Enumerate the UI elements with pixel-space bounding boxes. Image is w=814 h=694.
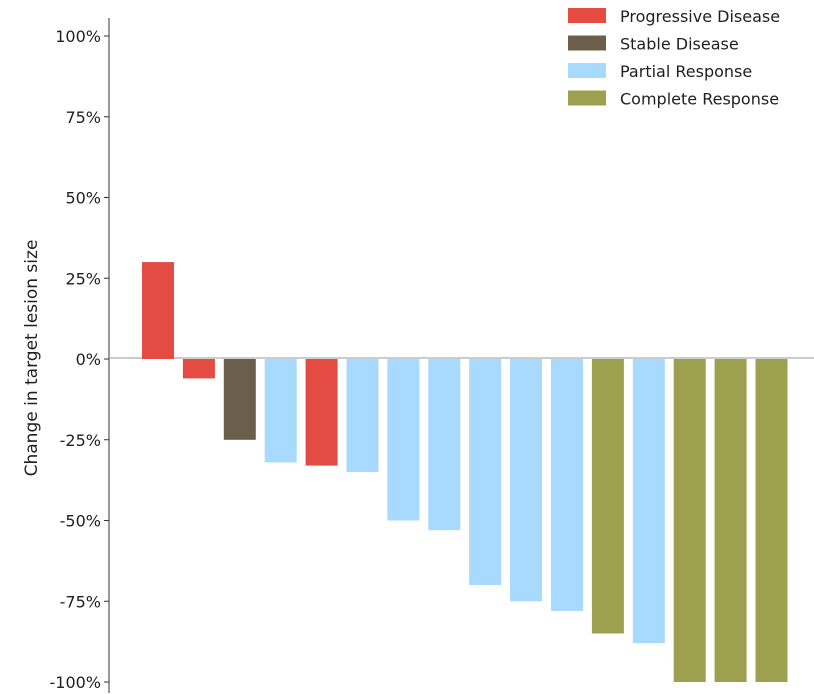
legend-swatch [568,90,606,106]
bars-group [142,262,788,682]
legend-label: Progressive Disease [620,7,780,26]
y-axis: 100% 75% 50% 25% 0% -25% -50% -75% -100% [49,18,110,693]
legend-swatch [568,8,606,23]
y-tick-label: 50% [65,189,101,208]
legend-swatch [568,35,606,51]
bar [551,359,583,611]
legend: Progressive Disease Stable Disease Partial… [568,7,780,109]
bar [305,359,338,466]
y-tick-label: 25% [65,269,101,288]
legend-label: Complete Response [620,90,779,109]
bar [264,359,297,463]
y-tick-label: 0% [76,350,101,369]
y-tick-label: 100% [55,27,101,46]
bar [428,359,461,531]
y-tick-label: 75% [65,108,101,127]
y-ticks: 100% 75% 50% 25% 0% -25% -50% -75% -100% [49,27,109,692]
bar [673,359,706,682]
legend-swatch [568,63,606,78]
bar [182,359,215,379]
bar [755,359,788,682]
bar [510,359,543,602]
y-tick-label: -25% [60,431,101,450]
legend-label: Stable Disease [620,35,739,54]
bar [142,262,174,359]
bar [591,359,624,634]
y-axis-title: Change in target lesion size [22,240,42,477]
bar [223,359,256,440]
bar [632,359,665,644]
y-tick-label: -50% [60,512,101,531]
y-tick-label: -100% [49,673,101,692]
bar [346,359,379,473]
y-tick-label: -75% [60,592,101,611]
legend-label: Partial Response [620,62,752,81]
bar [387,359,420,521]
bar [469,359,502,586]
bar [714,359,747,682]
